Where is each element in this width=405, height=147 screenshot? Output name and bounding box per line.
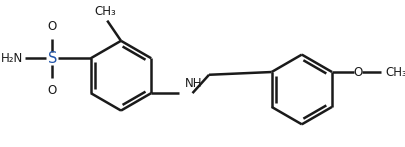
Text: O: O: [47, 84, 57, 97]
Text: S: S: [47, 51, 57, 66]
Text: O: O: [352, 66, 361, 78]
Text: CH₃: CH₃: [94, 5, 116, 18]
Text: NH: NH: [185, 77, 202, 90]
Text: CH₃: CH₃: [384, 66, 405, 78]
Text: H₂N: H₂N: [1, 52, 23, 65]
Text: O: O: [47, 20, 57, 32]
